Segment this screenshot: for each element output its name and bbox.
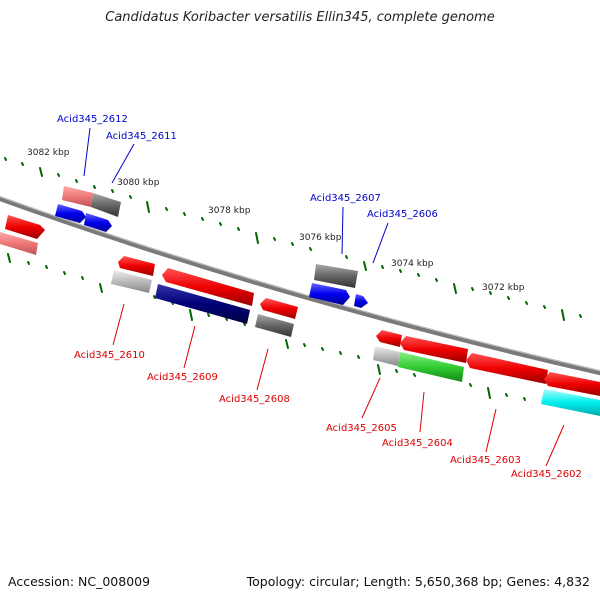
gene-arrow[interactable]: [541, 389, 600, 416]
kbp-label: 3072 kbp: [482, 283, 525, 293]
gene-arrow[interactable]: [84, 213, 112, 232]
leader-lines-top: [83, 127, 389, 264]
gene-arrow[interactable]: [55, 204, 86, 223]
gene-arrow[interactable]: [260, 298, 298, 319]
upper-scale: [4, 157, 582, 321]
gene-label[interactable]: Acid345_2609: [147, 372, 218, 383]
gene-arrow[interactable]: [373, 346, 400, 366]
gene-arrow[interactable]: [155, 284, 250, 324]
gene-arrow[interactable]: [91, 193, 121, 217]
gene-label[interactable]: Acid345_2602: [511, 469, 582, 480]
gene-label[interactable]: Acid345_2610: [74, 350, 145, 361]
page-title: Candidatus Koribacter versatilis Ellin34…: [105, 10, 495, 25]
kbp-label: 3074 kbp: [391, 259, 434, 269]
gene-arrow[interactable]: [400, 336, 468, 363]
gene-label[interactable]: Acid345_2606: [367, 209, 438, 220]
accession-label: Accession: NC_008009: [8, 574, 151, 589]
gene-arrow[interactable]: [314, 264, 358, 288]
genome-backbone: [0, 195, 600, 376]
gene-arrow[interactable]: [376, 330, 402, 347]
gene-arrow[interactable]: [62, 186, 93, 207]
gene-arrow[interactable]: [255, 314, 294, 337]
gene-arrow[interactable]: [5, 215, 45, 239]
genome-summary: Topology: circular; Length: 5,650,368 bp…: [246, 574, 590, 589]
gene-arrow[interactable]: [354, 294, 368, 308]
gene-label[interactable]: Acid345_2611: [106, 131, 177, 142]
gene-arrow[interactable]: [111, 270, 152, 293]
gene-arrow[interactable]: [466, 353, 548, 384]
gene-label[interactable]: Acid345_2607: [310, 193, 381, 204]
gene-arrow[interactable]: [162, 268, 254, 306]
kbp-label: 3082 kbp: [27, 148, 70, 158]
gene-label[interactable]: Acid345_2608: [219, 394, 290, 405]
kbp-label: 3078 kbp: [208, 206, 251, 216]
gene-label[interactable]: Acid345_2605: [326, 423, 397, 434]
lower-scale: [7, 253, 526, 401]
gene-arrow[interactable]: [309, 283, 350, 305]
gene-arrow[interactable]: [118, 256, 155, 276]
gene-label[interactable]: Acid345_2604: [382, 438, 453, 449]
gene-arrow[interactable]: [544, 372, 600, 396]
kbp-label: 3076 kbp: [299, 233, 342, 243]
gene-arrow[interactable]: [0, 232, 38, 255]
gene-label[interactable]: Acid345_2612: [57, 114, 128, 125]
leader-lines-bottom: [112, 303, 565, 467]
gene-label[interactable]: Acid345_2603: [450, 455, 521, 466]
kbp-label: 3080 kbp: [117, 178, 160, 188]
gene-arrow[interactable]: [398, 352, 464, 382]
